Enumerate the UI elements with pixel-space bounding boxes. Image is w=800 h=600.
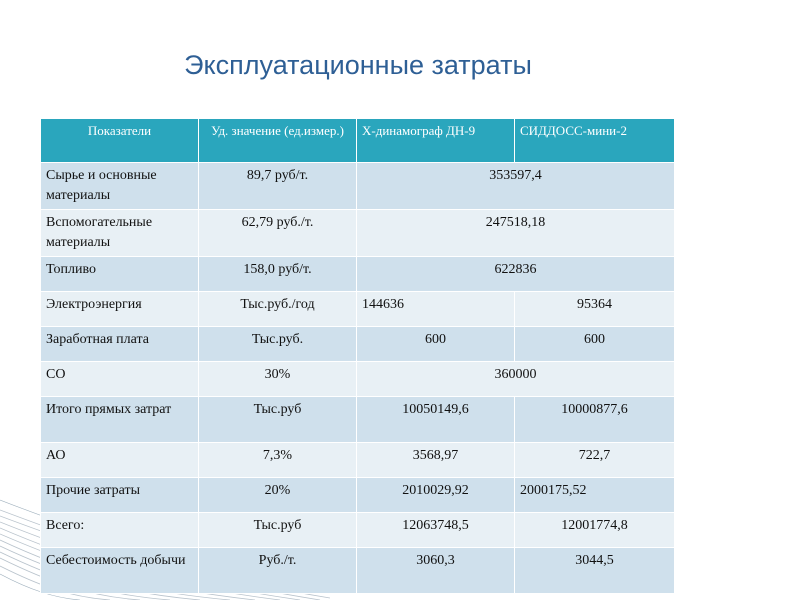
row-unit: Руб./т. — [198, 547, 357, 594]
header-unit-value: Уд. значение (ед.измер.) — [198, 118, 357, 163]
row-value-siddoss: 600 — [514, 326, 675, 362]
row-value-siddoss: 3044,5 — [514, 547, 675, 594]
row-value-dn9: 600 — [356, 326, 515, 362]
row-merged-value: 353597,4 — [356, 162, 675, 210]
table-row: АО 7,3% 3568,97 722,7 — [40, 442, 675, 478]
table-row: Сырье и основные материалы 89,7 руб/т. 3… — [40, 162, 675, 210]
row-value-dn9: 2010029,92 — [356, 477, 515, 513]
table-row: Всего: Тыс.руб 12063748,5 12001774,8 — [40, 512, 675, 548]
row-value-siddoss: 2000175,52 — [514, 477, 675, 513]
row-unit: Тыс.руб — [198, 396, 357, 443]
row-merged-value: 622836 — [356, 256, 675, 292]
table-row: Электроэнергия Тыс.руб./год 144636 95364 — [40, 291, 675, 327]
row-unit: Тыс.руб — [198, 512, 357, 548]
row-unit: Тыс.руб./год — [198, 291, 357, 327]
row-label: Сырье и основные материалы — [40, 162, 199, 210]
row-label: Вспомогательные материалы — [40, 209, 199, 257]
row-label: СО — [40, 361, 199, 397]
table-row: Топливо 158,0 руб/т. 622836 — [40, 256, 675, 292]
table-row: Заработная плата Тыс.руб. 600 600 — [40, 326, 675, 362]
header-dn9: Х-динамограф ДН-9 — [356, 118, 515, 163]
slide-title: Эксплуатационные затраты — [184, 50, 532, 80]
row-unit: 158,0 руб/т. — [198, 256, 357, 292]
row-value-siddoss: 12001774,8 — [514, 512, 675, 548]
row-label: Итого прямых затрат — [40, 396, 199, 443]
table-row: СО 30% 360000 — [40, 361, 675, 397]
header-indicators: Показатели — [40, 118, 199, 163]
row-value-dn9: 3568,97 — [356, 442, 515, 478]
costs-table: Показатели Уд. значение (ед.измер.) Х-ди… — [40, 118, 675, 594]
row-unit: 7,3% — [198, 442, 357, 478]
row-merged-value: 247518,18 — [356, 209, 675, 257]
row-label: Всего: — [40, 512, 199, 548]
row-unit: 30% — [198, 361, 357, 397]
row-unit: Тыс.руб. — [198, 326, 357, 362]
row-label: Топливо — [40, 256, 199, 292]
row-label: Прочие затраты — [40, 477, 199, 513]
row-value-siddoss: 10000877,6 — [514, 396, 675, 443]
row-label: Заработная плата — [40, 326, 199, 362]
table-row: Итого прямых затрат Тыс.руб 10050149,6 1… — [40, 396, 675, 443]
row-value-siddoss: 95364 — [514, 291, 675, 327]
header-siddoss: СИДДОСС-мини-2 — [514, 118, 675, 163]
row-label: Электроэнергия — [40, 291, 199, 327]
row-value-dn9: 10050149,6 — [356, 396, 515, 443]
row-label: АО — [40, 442, 199, 478]
row-value-siddoss: 722,7 — [514, 442, 675, 478]
row-unit: 89,7 руб/т. — [198, 162, 357, 210]
row-label: Себестоимость добычи — [40, 547, 199, 594]
row-value-dn9: 3060,3 — [356, 547, 515, 594]
table-row: Вспомогательные материалы 62,79 руб./т. … — [40, 209, 675, 257]
row-value-dn9: 144636 — [356, 291, 515, 327]
table-row: Прочие затраты 20% 2010029,92 2000175,52 — [40, 477, 675, 513]
table-row: Себестоимость добычи Руб./т. 3060,3 3044… — [40, 547, 675, 594]
table-header-row: Показатели Уд. значение (ед.измер.) Х-ди… — [40, 118, 675, 163]
row-unit: 62,79 руб./т. — [198, 209, 357, 257]
row-unit: 20% — [198, 477, 357, 513]
row-value-dn9: 12063748,5 — [356, 512, 515, 548]
row-merged-value: 360000 — [356, 361, 675, 397]
